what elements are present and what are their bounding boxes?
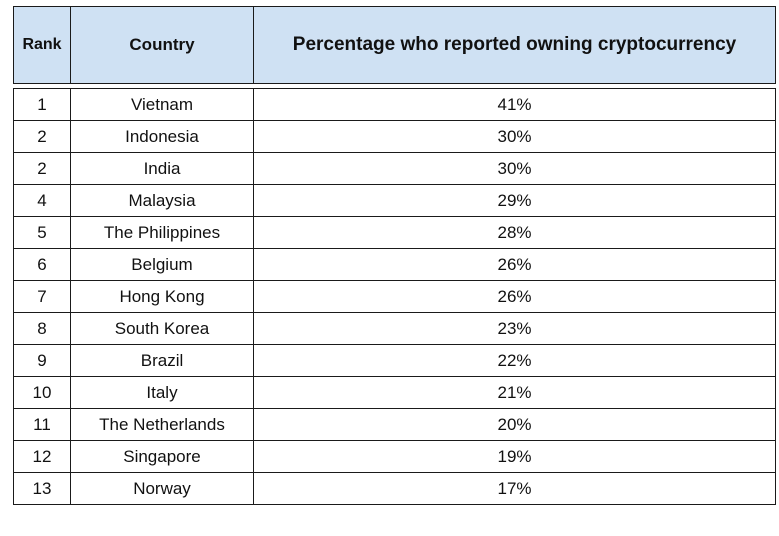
cell-country: Brazil: [70, 344, 254, 377]
cell-rank: 2: [13, 152, 71, 185]
cell-percentage: 22%: [253, 344, 776, 377]
header-country: Country: [70, 6, 254, 84]
cell-country: Malaysia: [70, 184, 254, 217]
table-row: 8 South Korea 23%: [13, 312, 776, 345]
cell-percentage: 30%: [253, 120, 776, 153]
table-row: 5 The Philippines 28%: [13, 216, 776, 249]
cell-percentage: 17%: [253, 472, 776, 505]
table-row: 7 Hong Kong 26%: [13, 280, 776, 313]
cell-country: Singapore: [70, 440, 254, 473]
cell-country: Norway: [70, 472, 254, 505]
cell-rank: 12: [13, 440, 71, 473]
cell-country: Italy: [70, 376, 254, 409]
cell-rank: 7: [13, 280, 71, 313]
cell-rank: 13: [13, 472, 71, 505]
header-row: Rank Country Percentage who reported own…: [13, 6, 776, 84]
cell-rank: 9: [13, 344, 71, 377]
cell-rank: 1: [13, 88, 71, 121]
cell-percentage: 41%: [253, 88, 776, 121]
cell-country: South Korea: [70, 312, 254, 345]
table-row: 12 Singapore 19%: [13, 440, 776, 473]
table-row: 1 Vietnam 41%: [13, 88, 776, 121]
table-row: 11 The Netherlands 20%: [13, 408, 776, 441]
cell-percentage: 20%: [253, 408, 776, 441]
cell-country: Vietnam: [70, 88, 254, 121]
cell-rank: 8: [13, 312, 71, 345]
cell-percentage: 26%: [253, 280, 776, 313]
cell-country: India: [70, 152, 254, 185]
cell-country: Belgium: [70, 248, 254, 281]
cell-rank: 5: [13, 216, 71, 249]
table-body: 1 Vietnam 41% 2 Indonesia 30% 2 India 30% 4 Malays…: [13, 88, 776, 505]
cell-country: The Philippines: [70, 216, 254, 249]
table-row: 2 Indonesia 30%: [13, 120, 776, 153]
cell-percentage: 23%: [253, 312, 776, 345]
ranking-table-container: Rank Country Percentage who reported own…: [13, 6, 776, 505]
cell-percentage: 29%: [253, 184, 776, 217]
cell-percentage: 19%: [253, 440, 776, 473]
cell-rank: 4: [13, 184, 71, 217]
cell-rank: 2: [13, 120, 71, 153]
table-row: 10 Italy 21%: [13, 376, 776, 409]
cell-rank: 6: [13, 248, 71, 281]
cell-percentage: 30%: [253, 152, 776, 185]
cell-country: Hong Kong: [70, 280, 254, 313]
table-row: 6 Belgium 26%: [13, 248, 776, 281]
cell-country: The Netherlands: [70, 408, 254, 441]
cell-percentage: 28%: [253, 216, 776, 249]
header-rank: Rank: [13, 6, 71, 84]
crypto-ownership-table: Rank Country Percentage who reported own…: [13, 6, 776, 505]
table-row: 2 India 30%: [13, 152, 776, 185]
cell-rank: 10: [13, 376, 71, 409]
header-percentage: Percentage who reported owning cryptocur…: [253, 6, 776, 84]
cell-percentage: 21%: [253, 376, 776, 409]
cell-rank: 11: [13, 408, 71, 441]
table-row: 13 Norway 17%: [13, 472, 776, 505]
cell-percentage: 26%: [253, 248, 776, 281]
cell-country: Indonesia: [70, 120, 254, 153]
table-row: 4 Malaysia 29%: [13, 184, 776, 217]
table-row: 9 Brazil 22%: [13, 344, 776, 377]
